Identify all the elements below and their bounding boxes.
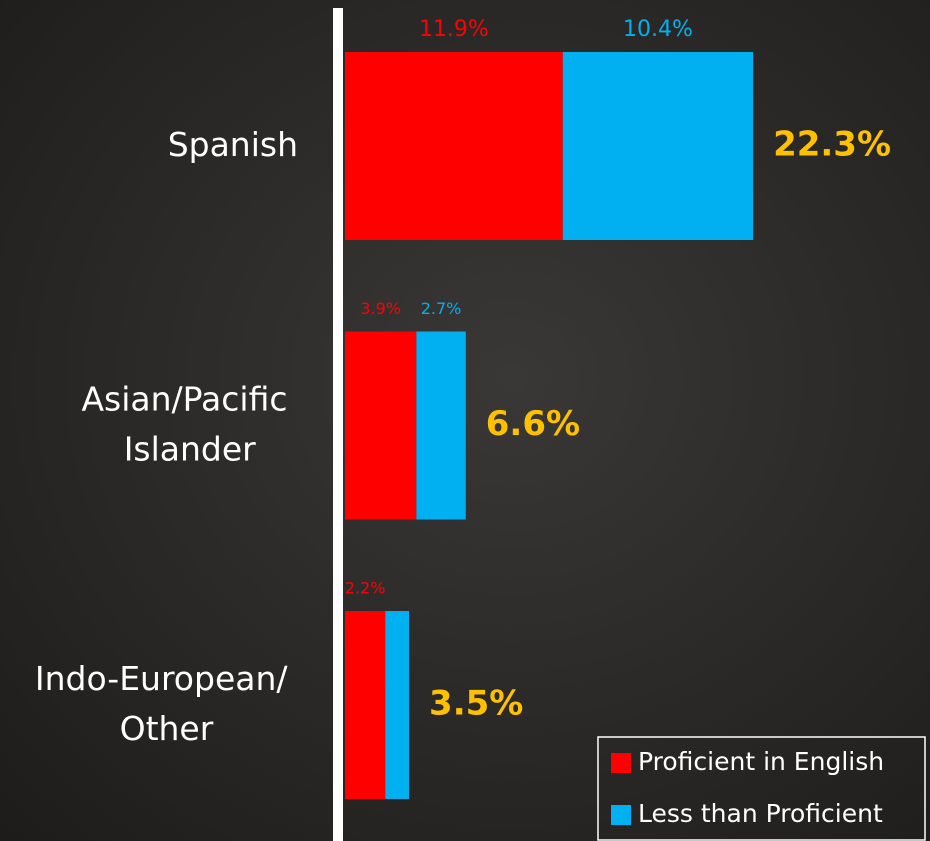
bar-segment [563, 52, 753, 240]
value-label: 2.7% [421, 299, 462, 318]
page: {"chart_data": {"type": "stacked-barh", … [0, 0, 930, 841]
total-label: 3.5% [429, 684, 523, 724]
bar-segment [385, 611, 409, 799]
axis-line [333, 8, 343, 841]
total-label: 22.3% [773, 125, 891, 165]
value-label: 3.9% [360, 299, 401, 318]
value-label: 11.9% [419, 17, 489, 42]
value-label: 2.2% [345, 579, 386, 598]
legend-label: Proficient in English [638, 747, 884, 776]
bar-segment [345, 611, 385, 799]
bar-segment [416, 332, 465, 520]
category-label: Spanish [168, 125, 298, 164]
chart: Spanish11.9%10.4%22.3%Asian/Pacific Isla… [0, 0, 930, 841]
bar-segment [345, 52, 563, 240]
legend-swatch [611, 805, 631, 825]
bar-segment [345, 332, 416, 520]
legend-label: Less than Proficient [638, 799, 883, 828]
value-label: 10.4% [623, 17, 693, 42]
total-label: 6.6% [486, 404, 580, 444]
legend-swatch [611, 753, 631, 773]
